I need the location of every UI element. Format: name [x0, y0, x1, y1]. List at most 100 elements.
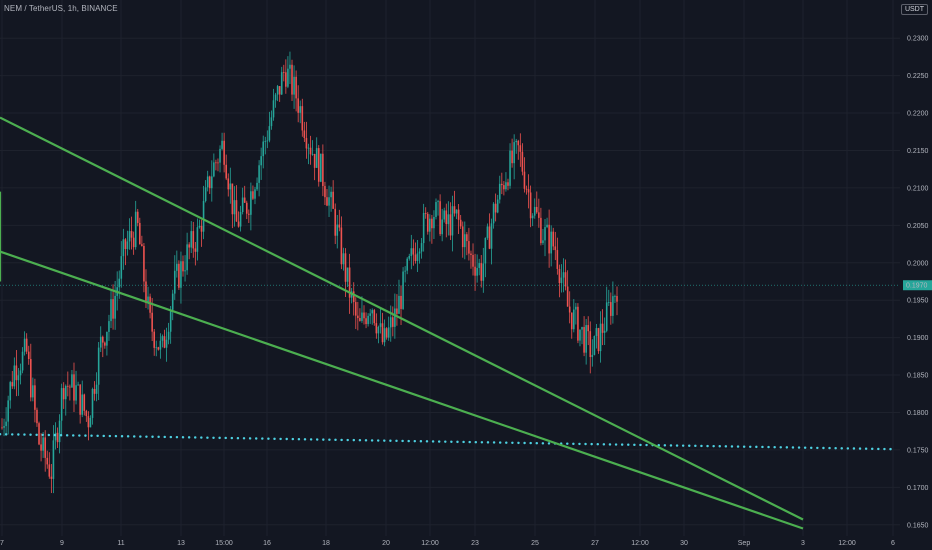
candle: [307, 143, 310, 165]
candle: [264, 136, 267, 155]
candle: [455, 209, 458, 220]
candle: [208, 175, 211, 194]
candle: [538, 198, 540, 228]
candle: [496, 194, 499, 214]
candle: [420, 237, 423, 259]
candle: [492, 202, 495, 229]
candle: [315, 137, 318, 168]
candle: [46, 450, 49, 469]
wedge-upper-trendline[interactable]: [0, 116, 804, 521]
candle: [486, 223, 489, 240]
candle: [593, 335, 596, 356]
candle: [468, 227, 470, 261]
candle: [523, 157, 526, 193]
candle: [202, 185, 205, 240]
candle: [441, 208, 443, 242]
candle: [32, 377, 34, 402]
svg-text:0.1970: 0.1970: [906, 283, 928, 290]
candle: [595, 324, 598, 349]
candle: [40, 433, 42, 462]
candle: [488, 213, 491, 250]
candle: [87, 411, 90, 441]
candle: [73, 362, 75, 413]
candle: [461, 221, 464, 258]
candle: [50, 464, 53, 494]
candle: [163, 329, 166, 349]
support-dotted-line[interactable]: [0, 432, 895, 451]
candle: [217, 158, 219, 172]
candle: [320, 153, 322, 183]
candle: [256, 177, 258, 192]
candle: [531, 213, 534, 227]
candle: [501, 172, 503, 195]
candle: [104, 341, 106, 349]
candle: [36, 407, 38, 427]
candle: [503, 181, 505, 196]
candle: [17, 367, 20, 396]
candle: [591, 339, 594, 367]
candle: [463, 221, 466, 260]
candle: [213, 153, 215, 178]
candle: [134, 200, 137, 250]
candle: [439, 194, 441, 237]
candle: [365, 312, 367, 329]
candle: [527, 174, 530, 209]
candle: [126, 230, 129, 256]
candle: [313, 153, 316, 181]
candle: [338, 209, 341, 232]
candle: [299, 100, 302, 124]
candle: [262, 135, 265, 169]
candle: [570, 312, 573, 339]
time-tick-label: 12:00: [631, 540, 649, 547]
candle: [422, 203, 425, 252]
price-tick-label: 0.1750: [907, 447, 929, 454]
candle: [424, 207, 427, 219]
currency-badge[interactable]: USDT: [900, 4, 928, 15]
candle: [186, 232, 188, 275]
chart-grid: [0, 0, 900, 536]
candle: [266, 130, 269, 149]
candle: [206, 170, 209, 192]
candle: [167, 322, 170, 345]
candle: [605, 286, 608, 333]
candle: [535, 191, 538, 214]
candle: [342, 247, 345, 271]
candle: [231, 183, 234, 229]
price-axis[interactable]: 0.2300 0.2250 0.2200 0.2150 0.2100 0.2050 0.20…: [903, 36, 932, 530]
candle: [243, 185, 246, 203]
candle: [182, 255, 184, 277]
time-tick-label: 27: [591, 540, 599, 547]
candle: [122, 228, 125, 270]
candle: [513, 134, 515, 180]
candle: [176, 250, 178, 278]
candle: [1, 418, 3, 430]
candle: [490, 218, 493, 265]
candlestick-series: [1, 51, 618, 494]
candle: [505, 172, 507, 192]
candle: [295, 70, 297, 112]
candle: [159, 333, 162, 359]
candle: [270, 110, 273, 130]
price-tick-label: 0.2200: [907, 111, 929, 118]
time-axis[interactable]: 7 9 11 13 15:00 16 18 20 12:00 23 25 27 12:00 30 Sep 3 1…: [0, 540, 895, 547]
candle: [577, 303, 579, 344]
candle: [509, 143, 511, 189]
candle: [447, 201, 450, 236]
wedge-lower-trendline[interactable]: [0, 250, 804, 530]
candle: [157, 346, 160, 351]
candle: [29, 343, 32, 402]
time-tick-label: 3: [801, 540, 805, 547]
time-tick-label: Sep: [738, 540, 751, 547]
candle: [476, 254, 478, 283]
candle: [607, 289, 610, 306]
candle: [346, 267, 349, 287]
candle: [25, 333, 28, 355]
candle: [91, 387, 94, 425]
candle: [449, 202, 452, 241]
candle: [517, 139, 520, 160]
candle: [583, 316, 585, 357]
candle: [554, 231, 557, 261]
candle: [274, 92, 277, 108]
candle: [470, 250, 472, 269]
